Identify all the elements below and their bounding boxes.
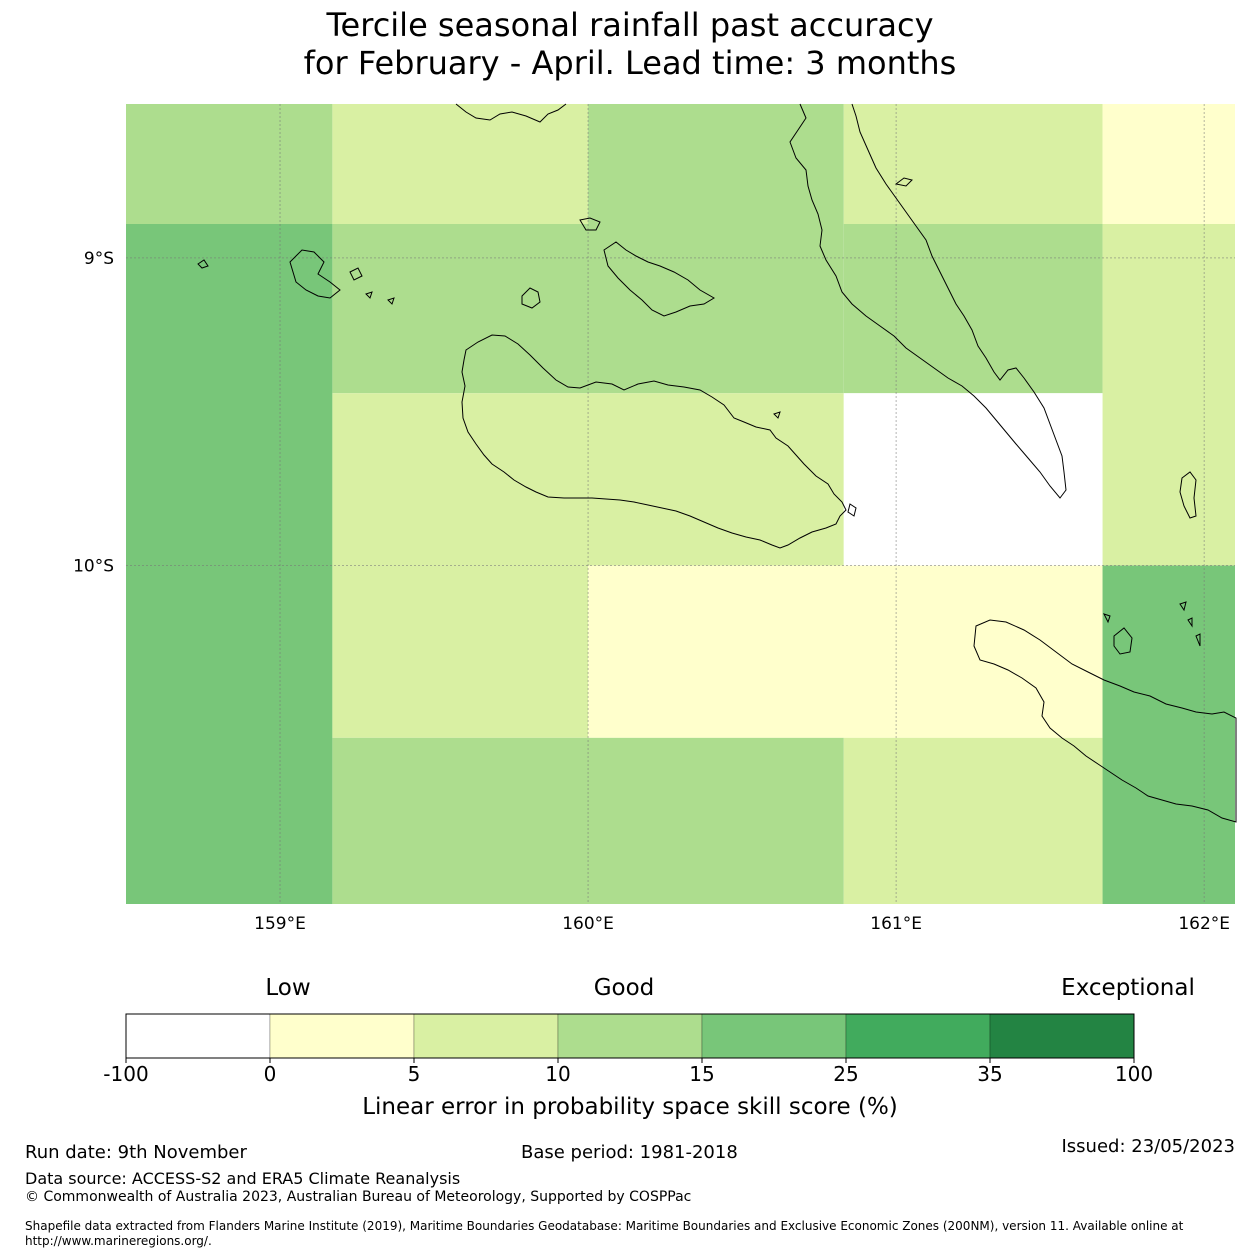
coastline-small-island-10 xyxy=(1179,601,1187,612)
coastline-small-island-4 xyxy=(365,291,373,299)
coastline-malaita xyxy=(789,103,1067,499)
lat-label: 9°S xyxy=(84,249,114,269)
copyright: © Commonwealth of Australia 2023, Austra… xyxy=(25,1189,692,1205)
grid-cell-7 xyxy=(843,224,1103,394)
grid-cell-0 xyxy=(126,104,333,224)
colorbar-swatch-0 xyxy=(125,1013,271,1059)
colorbar-swatch-3 xyxy=(557,1013,703,1059)
colorbar-category-labels: Low Good Exceptional xyxy=(265,975,1194,1001)
coastline-nggela xyxy=(603,241,715,317)
colorbar-tick-label: 15 xyxy=(689,1062,714,1086)
coastline-small-island-6 xyxy=(847,503,857,517)
coastline-makira xyxy=(973,619,1237,823)
grid-cell-1 xyxy=(332,104,589,224)
coastline-savo xyxy=(521,287,541,309)
grid-cell-9 xyxy=(332,393,844,566)
grid-cell-10 xyxy=(843,393,1103,566)
coastline-small-island-7 xyxy=(773,411,781,419)
colorbar-category-exceptional: Exceptional xyxy=(1061,975,1195,1001)
coastline-small-island-3 xyxy=(349,267,363,281)
coastline-small-island-1 xyxy=(579,217,601,231)
colorbar-tick-label: 25 xyxy=(833,1062,858,1086)
grid-cell-4 xyxy=(1102,104,1235,224)
colorbar-tick-labels: -100 0 5 10 15 25 35 100 xyxy=(103,1058,1153,1086)
grid-cell-15 xyxy=(843,737,1103,904)
longitude-labels: 159°E 160°E 161°E 162°E xyxy=(254,914,1230,934)
lat-label: 10°S xyxy=(73,557,114,577)
data-source: Data source: ACCESS-S2 and ERA5 Climate … xyxy=(25,1169,461,1188)
coastlines xyxy=(197,103,1237,823)
run-date: Run date: 9th November xyxy=(25,1142,247,1163)
base-period: Base period: 1981-2018 xyxy=(521,1142,738,1163)
map-title-line2: for February - April. Lead time: 3 month… xyxy=(303,44,957,82)
lon-label: 159°E xyxy=(254,914,306,934)
colorbar-tick-label: 10 xyxy=(545,1062,570,1086)
colorbar-tick-label: 35 xyxy=(977,1062,1002,1086)
grid-cell-11 xyxy=(332,565,589,738)
grid-cell-5 xyxy=(126,224,333,904)
colorbar-swatch-2 xyxy=(413,1013,559,1059)
coastline-small-island-11 xyxy=(1187,617,1193,628)
lon-label: 160°E xyxy=(562,914,614,934)
colorbar-tick-label: 5 xyxy=(408,1062,421,1086)
colorbar-swatch-6 xyxy=(989,1013,1135,1059)
shapefile-credit: Shapefile data extracted from Flanders M… xyxy=(25,1219,1184,1248)
colorbar-swatch-4 xyxy=(701,1013,847,1059)
grid-cell-3 xyxy=(843,104,1103,224)
colorbar-swatch-5 xyxy=(845,1013,991,1059)
coastline-small-island-9 xyxy=(1103,613,1111,624)
lon-label: 162°E xyxy=(1178,914,1230,934)
coastline-small-island-5 xyxy=(387,297,395,305)
grid-cell-2 xyxy=(588,104,844,224)
colorbar-tick-label: 100 xyxy=(1115,1062,1153,1086)
colorbar-outline xyxy=(125,1013,1135,1059)
coastline-small-island-2 xyxy=(197,259,209,269)
colorbar-title: Linear error in probability space skill … xyxy=(362,1094,898,1120)
graticule xyxy=(126,104,1235,904)
coastline-small-island-8 xyxy=(1113,627,1133,655)
grid-cell-13 xyxy=(1102,565,1235,904)
coastline-small-island-12 xyxy=(1195,633,1201,647)
issued-date: Issued: 23/05/2023 xyxy=(1061,1136,1235,1157)
coastline-russell xyxy=(289,249,341,299)
latitude-labels: 9°S 10°S xyxy=(73,249,114,577)
colorbar-tick-label: -100 xyxy=(103,1062,148,1086)
colorbar-swatch-1 xyxy=(269,1013,415,1059)
grid-cell-12 xyxy=(588,565,1103,738)
coastline-small-island-13 xyxy=(894,177,913,187)
colorbar-category-good: Good xyxy=(594,975,655,1001)
lon-label: 161°E xyxy=(870,914,922,934)
coastline-guadalcanal xyxy=(461,334,847,549)
colorbar-tick-label: 0 xyxy=(264,1062,277,1086)
coastline-santa-isabel xyxy=(455,103,567,123)
colorbar xyxy=(125,1013,1135,1059)
grid-cell-8 xyxy=(1102,224,1235,566)
skill-grid xyxy=(126,104,1235,904)
coastline-ulawa xyxy=(1179,471,1197,519)
map-title-line1: Tercile seasonal rainfall past accuracy xyxy=(326,6,934,44)
colorbar-category-low: Low xyxy=(265,975,310,1001)
